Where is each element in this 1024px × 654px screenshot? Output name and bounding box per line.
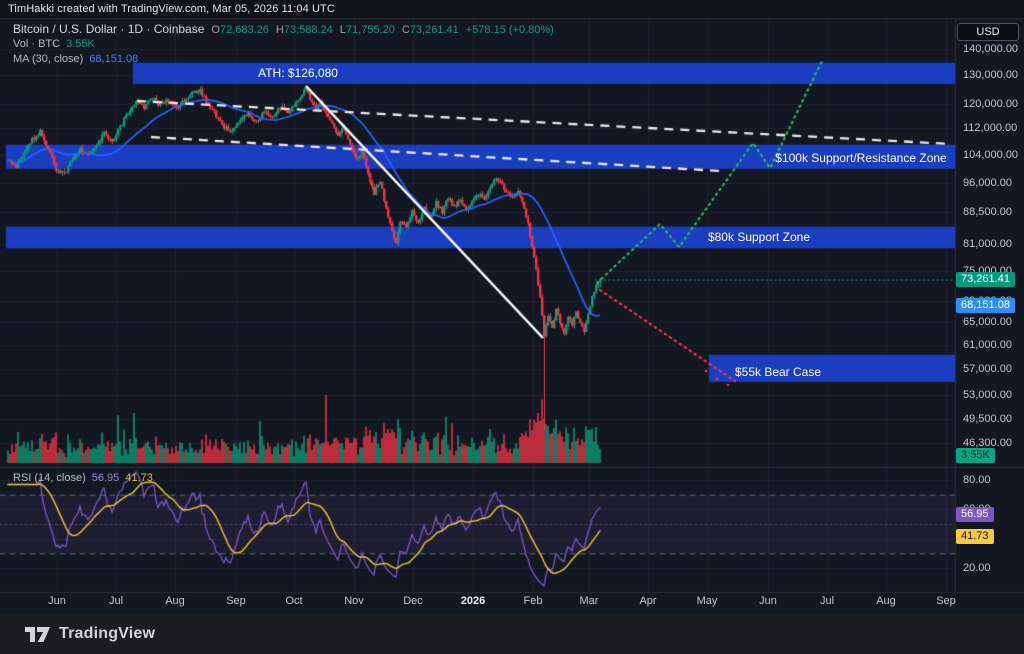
ohlc-key: H xyxy=(275,24,284,36)
rsi-badge: 56.95 xyxy=(956,506,994,522)
price-tick-label: 140,000.00 xyxy=(963,43,1019,55)
time-tick-label: Aug xyxy=(165,595,185,607)
time-tick-label: Jun xyxy=(759,595,777,607)
rsi-tick-label: 20.00 xyxy=(963,562,991,574)
volume-legend-row[interactable]: Vol · BTC 3.55K xyxy=(13,37,554,51)
branding-bar: TradingView xyxy=(0,613,1024,654)
chart-legend: Bitcoin / U.S. Dollar · 1D · Coinbase O72… xyxy=(13,22,554,67)
price-tick-label: 61,000.00 xyxy=(963,338,1012,351)
ma-badge: 68,151.08 xyxy=(956,297,1015,313)
price-tick-label: 120,000.00 xyxy=(963,97,1019,110)
ohlc-value: 73,588.24 xyxy=(283,24,333,36)
tradingview-logo-icon xyxy=(25,626,50,642)
price-tick-label: 65,000.00 xyxy=(963,316,1012,329)
change-value: +578.15 (+0.80%) xyxy=(465,24,554,36)
tradingview-logo-text: TradingView xyxy=(59,624,156,642)
price-tick-label: 49,500.00 xyxy=(963,413,1012,426)
rsi-ma-value: 41.73 xyxy=(125,472,153,484)
zone-annotation-label[interactable]: ATH: $126,080 xyxy=(258,66,338,80)
time-tick-label: Sep xyxy=(936,595,956,607)
time-tick-label: Mar xyxy=(579,595,599,607)
attribution-bar: TimHakki created with TradingView.com, M… xyxy=(0,0,1024,18)
rsi-ma-badge: 41.73 xyxy=(956,528,994,544)
ohlc-key: O xyxy=(211,24,220,36)
symbol-legend-row[interactable]: Bitcoin / U.S. Dollar · 1D · Coinbase O72… xyxy=(13,22,554,36)
rsi-label: RSI (14, close) xyxy=(13,472,86,484)
time-tick-label: Jul xyxy=(819,595,835,607)
time-tick-label: Oct xyxy=(285,595,303,607)
volume-label: Vol · BTC xyxy=(13,38,61,50)
price-tick-label: 104,000.00 xyxy=(963,148,1019,161)
volume-badge: 3.55K xyxy=(956,447,995,463)
time-tick-label: Feb xyxy=(523,595,543,607)
zone-annotation-label[interactable]: $55k Bear Case xyxy=(734,365,822,379)
price-tick-label: 46,300.00 xyxy=(963,436,1012,449)
ohlc-value: 73,261.41 xyxy=(409,24,459,36)
time-tick-label: Jun xyxy=(48,595,66,607)
price-tick-label: 53,000.00 xyxy=(963,388,1012,401)
ma-value: 68,151.08 xyxy=(89,53,139,65)
currency-toggle-button[interactable]: USD xyxy=(957,23,1019,41)
symbol-title: Bitcoin / U.S. Dollar · 1D · Coinbase xyxy=(13,22,205,36)
ohlc-key: C xyxy=(401,24,410,36)
time-tick-label: Dec xyxy=(403,595,423,607)
price-tick-label: 57,000.00 xyxy=(963,362,1012,375)
time-tick-label: Nov xyxy=(344,595,364,607)
ma-legend-row[interactable]: MA (30, close) 68,151.08 xyxy=(13,52,554,66)
zone-annotation-label[interactable]: $100k Support/Resistance Zone xyxy=(775,151,947,165)
ma-label: MA (30, close) xyxy=(13,53,84,65)
ohlc-value: 72,683.26 xyxy=(219,24,269,36)
time-tick-label: Apr xyxy=(639,595,657,607)
price-tick-label: 96,000.00 xyxy=(963,177,1012,190)
price-tick-label: 112,000.00 xyxy=(963,122,1018,135)
price-tick-label: 130,000.00 xyxy=(963,69,1019,82)
rsi-legend-row[interactable]: RSI (14, close) 56.95 41.73 xyxy=(13,472,153,484)
time-tick-label: Sep xyxy=(226,595,246,607)
ohlc-key: L xyxy=(339,24,346,36)
volume-value: 3.55K xyxy=(66,38,95,50)
last-price-badge: 73,261.41 xyxy=(956,272,1015,287)
price-tick-label: 88,500.00 xyxy=(963,206,1012,219)
ohlc-values: O72,683.26 H73,588.24 L71,755.20 C73,261.41 xyxy=(204,22,458,36)
time-tick-label: 2026 xyxy=(460,595,486,607)
time-tick-label: May xyxy=(696,595,718,607)
zone-annotation-label[interactable]: $80k Support Zone xyxy=(707,230,811,244)
tradingview-logo[interactable]: TradingView xyxy=(24,624,155,644)
attribution-text: TimHakki created with TradingView.com, M… xyxy=(8,3,335,15)
price-tick-label: 81,000.00 xyxy=(963,237,1012,250)
ohlc-value: 71,755.20 xyxy=(345,24,395,36)
time-tick-label: Aug xyxy=(876,595,896,607)
time-tick-label: Jul xyxy=(108,595,124,607)
rsi-value: 56.95 xyxy=(91,472,120,484)
rsi-tick-label: 80.00 xyxy=(963,474,991,486)
